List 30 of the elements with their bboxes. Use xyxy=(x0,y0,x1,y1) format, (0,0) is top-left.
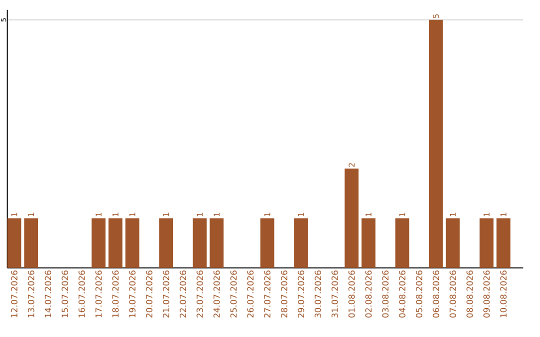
x-tick-label: 05.08.2026 xyxy=(416,270,422,318)
x-tick-label: 22.07.2026 xyxy=(180,270,186,318)
x-tick-label: 01.08.2026 xyxy=(348,270,355,318)
x-tick-label: 14.07.2026 xyxy=(44,270,52,318)
x-tick-label: 06.08.2026 xyxy=(432,270,440,318)
x-tick-label: 13.07.2026 xyxy=(28,270,34,318)
x-tick-label: 20.07.2026 xyxy=(146,270,152,318)
x-tick-label: 29.07.2026 xyxy=(298,270,304,318)
x-tick-label: 28.07.2026 xyxy=(280,270,288,318)
x-tick-label: 07.08.2026 xyxy=(450,270,456,318)
x-tick-label: 27.07.2026 xyxy=(264,270,270,318)
x-tick-label: 31.07.2026 xyxy=(332,270,338,318)
x-tick-label: 30.07.2026 xyxy=(314,270,322,318)
x-tick-label: 04.08.2026 xyxy=(399,270,406,318)
x-tick-label: 17.07.2026 xyxy=(95,270,102,318)
x-tick-label: 16.07.2026 xyxy=(78,270,85,318)
x-tick-label: 09.08.2026 xyxy=(483,270,490,318)
x-tick-label: 12.07.2026 xyxy=(11,270,18,318)
x-tick-label: 26.07.2026 xyxy=(247,270,254,318)
x-tick-label: 02.08.2026 xyxy=(365,270,372,318)
x-tick-label: 08.08.2026 xyxy=(466,270,473,318)
x-tick-label: 23.07.2026 xyxy=(196,270,203,318)
x-tick-label: 18.07.2026 xyxy=(112,270,119,318)
x-tick-label: 15.07.2026 xyxy=(62,270,68,318)
x-tick-label: 10.08.2026 xyxy=(500,270,507,318)
x-tick-label: 21.07.2026 xyxy=(162,270,170,318)
x-tick-label: 03.08.2026 xyxy=(382,270,389,318)
x-tick-label: 24.07.2026 xyxy=(213,270,220,318)
x-tick-label: 19.07.2026 xyxy=(129,270,136,318)
x-tick-label: 25.07.2026 xyxy=(230,270,237,318)
